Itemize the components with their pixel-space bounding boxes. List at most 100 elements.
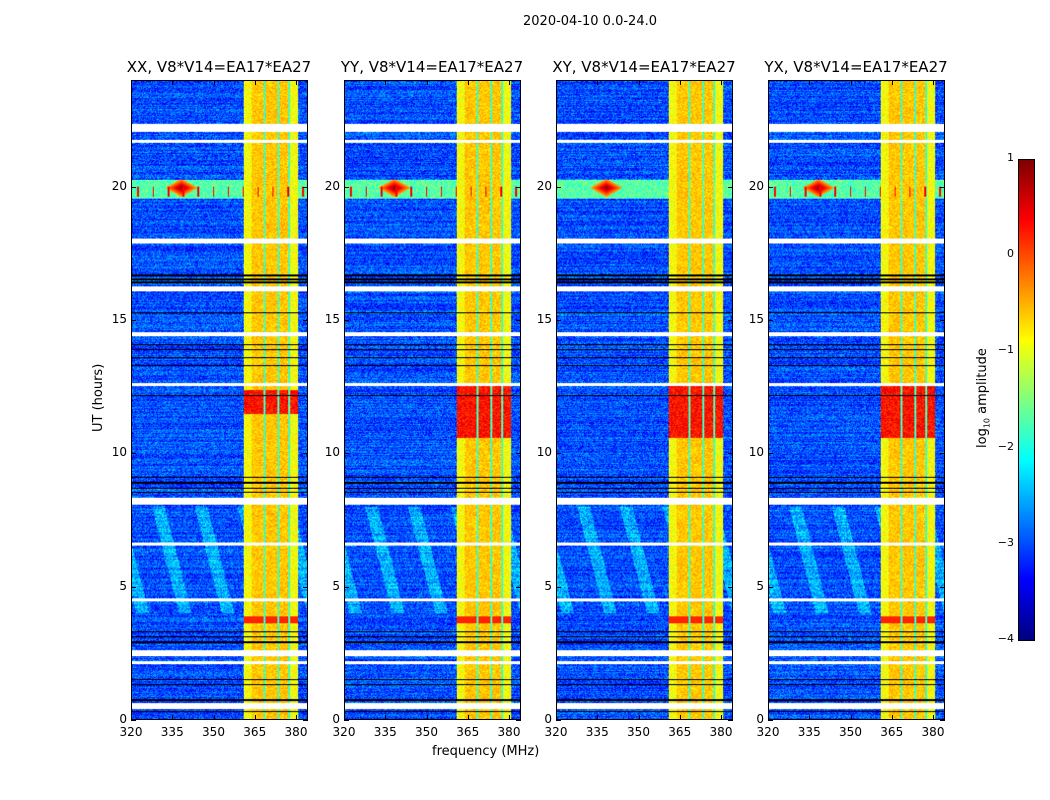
x-tick-mark [721,80,722,85]
x-tick-mark [131,80,132,85]
x-tick-mark [344,80,345,85]
y-tick-mark [728,186,733,188]
y-tick-mark [768,720,773,721]
colorbar-tick-label: 1 [1007,151,1014,164]
x-tick-label: 350 [202,725,225,739]
x-tick-mark [509,80,510,85]
x-tick-mark [556,80,557,85]
y-tick-mark [344,453,349,455]
y-tick-mark [303,186,308,188]
x-tick-mark [467,715,469,720]
colorbar-label: log10 amplitude [975,348,992,448]
y-tick-label: 15 [536,312,552,326]
x-tick-label: 365 [243,725,267,739]
x-tick-mark [426,80,428,85]
x-tick-mark [638,715,640,720]
y-tick-label: 10 [748,445,764,460]
x-tick-label: 365 [880,725,904,739]
y-tick-mark [131,453,136,455]
y-tick-label: 0 [119,712,127,726]
x-tick-mark [254,80,256,85]
x-tick-mark [850,715,852,720]
y-tick-mark [940,453,945,455]
x-tick-mark [467,80,469,85]
x-axis-label: frequency (MHz) [432,744,540,759]
x-tick-label: 380 [497,725,521,739]
spectrogram-heatmap [556,80,733,720]
x-tick-label: 335 [373,725,397,739]
panel-title: XY, V8*V14=EA17*EA27 [552,58,736,76]
x-tick-mark [597,80,599,85]
y-tick-mark [516,720,521,721]
x-tick-label: 335 [160,725,184,739]
y-tick-label: 0 [332,712,340,726]
y-tick-mark [131,186,136,188]
x-tick-label: 335 [797,725,821,739]
x-tick-mark [809,80,811,85]
spectrogram-heatmap [131,80,308,720]
x-tick-mark [556,715,557,720]
x-tick-mark [679,80,681,85]
y-tick-mark [516,320,521,321]
x-tick-label: 350 [627,725,650,739]
x-tick-label: 320 [544,725,568,739]
x-tick-mark [131,715,132,720]
x-tick-label: 365 [456,725,480,739]
spectrogram-heatmap [768,80,945,720]
x-tick-label: 320 [119,725,143,739]
x-tick-mark [638,80,640,85]
y-tick-label: 0 [756,712,764,726]
x-tick-mark [426,715,428,720]
y-tick-mark [768,453,773,455]
x-tick-mark [296,80,297,85]
x-tick-mark [344,715,345,720]
y-tick-label: 20 [324,178,340,193]
y-tick-mark [768,320,773,321]
y-tick-mark [768,586,773,588]
x-tick-mark [597,715,599,720]
y-tick-mark [131,720,136,721]
y-tick-label: 0 [544,712,552,726]
y-tick-label: 15 [324,312,340,326]
y-tick-mark [516,586,521,588]
y-tick-mark [303,320,308,321]
x-tick-mark [891,80,893,85]
y-tick-label: 5 [544,578,552,593]
x-tick-label: 350 [839,725,862,739]
y-tick-mark [728,453,733,455]
x-tick-mark [296,715,297,720]
y-tick-mark [556,720,561,721]
y-tick-label: 20 [111,178,127,193]
x-tick-mark [850,80,852,85]
y-tick-label: 10 [111,445,127,460]
x-tick-mark [509,715,510,720]
colorbar-tick-label: −2 [997,439,1014,453]
panel-title: XX, V8*V14=EA17*EA27 [126,58,312,76]
y-tick-label: 15 [111,312,127,326]
y-tick-mark [556,186,561,188]
figure-suptitle: 2020-04-10 0.0-24.0 [523,14,657,29]
y-tick-mark [303,720,308,721]
panel-title: YX, V8*V14=EA17*EA27 [764,58,948,76]
x-tick-mark [172,715,174,720]
y-tick-mark [728,320,733,321]
x-tick-mark [721,715,722,720]
x-tick-mark [385,80,387,85]
y-tick-mark [131,586,136,588]
y-tick-mark [303,453,308,455]
x-tick-label: 350 [415,725,438,739]
colorbar-tick-label: 0 [1007,247,1014,261]
x-tick-label: 380 [284,725,308,739]
x-tick-mark [254,715,256,720]
y-tick-mark [940,720,945,721]
y-tick-mark [940,186,945,188]
y-tick-mark [344,586,349,588]
colorbar-tick-label: −4 [997,632,1014,645]
colorbar [1018,159,1035,641]
x-tick-label: 365 [668,725,692,739]
y-tick-mark [516,186,521,188]
y-tick-label: 10 [536,445,552,460]
x-tick-label: 335 [585,725,609,739]
x-tick-mark [172,80,174,85]
y-tick-mark [768,186,773,188]
